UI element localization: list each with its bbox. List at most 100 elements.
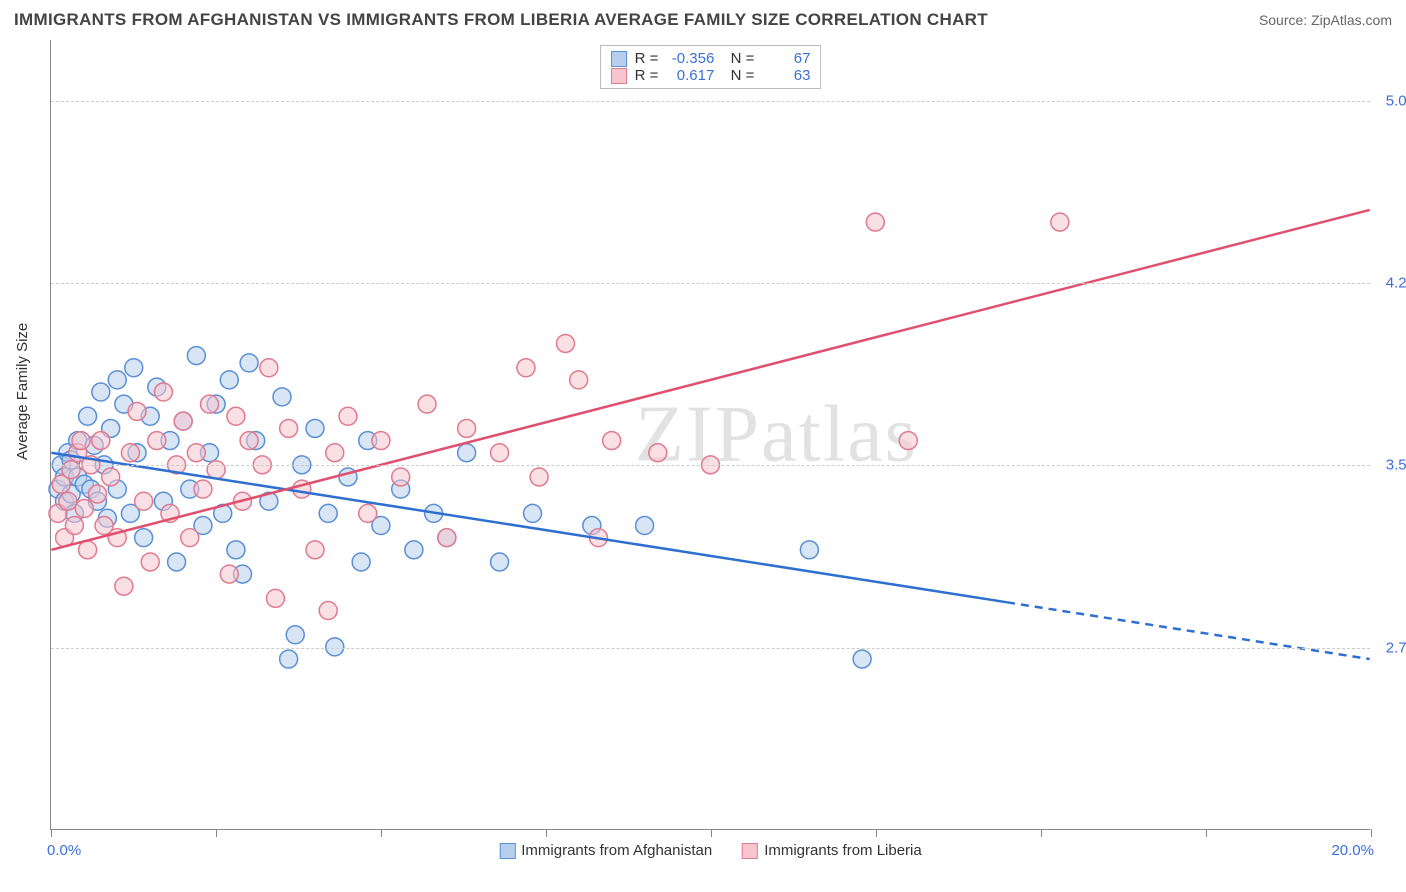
stats-row-series-a: R = -0.356 N = 67 bbox=[611, 50, 811, 67]
scatter-point bbox=[128, 402, 146, 420]
x-axis-min-label: 0.0% bbox=[47, 842, 81, 859]
scatter-point bbox=[194, 480, 212, 498]
x-tick bbox=[1371, 829, 1372, 837]
scatter-point bbox=[135, 492, 153, 510]
scatter-point bbox=[1051, 213, 1069, 231]
scatter-point bbox=[141, 553, 159, 571]
gridline-h bbox=[51, 648, 1370, 649]
chart-title: IMMIGRANTS FROM AFGHANISTAN VS IMMIGRANT… bbox=[14, 10, 988, 30]
chart-plot-area: ZIPatlas R = -0.356 N = 67 R = 0.617 N =… bbox=[50, 40, 1370, 830]
scatter-point bbox=[115, 577, 133, 595]
legend-label-a: Immigrants from Afghanistan bbox=[521, 842, 712, 859]
scatter-point bbox=[491, 553, 509, 571]
y-axis-label: Average Family Size bbox=[14, 323, 31, 460]
scatter-point bbox=[339, 407, 357, 425]
scatter-point bbox=[306, 541, 324, 559]
scatter-point bbox=[603, 432, 621, 450]
scatter-point bbox=[286, 626, 304, 644]
scatter-point bbox=[458, 444, 476, 462]
scatter-point bbox=[187, 347, 205, 365]
scatter-point bbox=[168, 553, 186, 571]
x-axis-max-label: 20.0% bbox=[1331, 842, 1374, 859]
x-tick bbox=[51, 829, 52, 837]
x-tick bbox=[1041, 829, 1042, 837]
scatter-point bbox=[79, 407, 97, 425]
x-tick bbox=[1206, 829, 1207, 837]
scatter-point bbox=[92, 432, 110, 450]
scatter-point bbox=[319, 602, 337, 620]
x-tick bbox=[381, 829, 382, 837]
scatter-point bbox=[207, 461, 225, 479]
swatch-series-b bbox=[611, 68, 627, 84]
page-header: IMMIGRANTS FROM AFGHANISTAN VS IMMIGRANT… bbox=[14, 10, 1392, 30]
scatter-point bbox=[418, 395, 436, 413]
scatter-point bbox=[240, 432, 258, 450]
scatter-point bbox=[306, 419, 324, 437]
scatter-point bbox=[280, 650, 298, 668]
scatter-point bbox=[121, 444, 139, 462]
scatter-point bbox=[125, 359, 143, 377]
regression-line-dashed bbox=[1007, 602, 1370, 659]
scatter-point bbox=[517, 359, 535, 377]
scatter-point bbox=[72, 432, 90, 450]
y-tick-label: 3.50 bbox=[1386, 457, 1406, 474]
scatter-point bbox=[524, 504, 542, 522]
scatter-point bbox=[75, 500, 93, 518]
n-value-a: 67 bbox=[762, 50, 810, 67]
source-attribution: Source: ZipAtlas.com bbox=[1259, 12, 1392, 28]
scatter-point bbox=[187, 444, 205, 462]
gridline-h bbox=[51, 101, 1370, 102]
series-legend: Immigrants from Afghanistan Immigrants f… bbox=[499, 842, 921, 859]
scatter-point bbox=[181, 529, 199, 547]
scatter-point bbox=[392, 468, 410, 486]
x-tick bbox=[216, 829, 217, 837]
scatter-point bbox=[372, 432, 390, 450]
scatter-point bbox=[866, 213, 884, 231]
scatter-point bbox=[649, 444, 667, 462]
stats-row-series-b: R = 0.617 N = 63 bbox=[611, 67, 811, 84]
scatter-point bbox=[458, 419, 476, 437]
x-tick bbox=[546, 829, 547, 837]
scatter-point bbox=[280, 419, 298, 437]
scatter-point bbox=[853, 650, 871, 668]
scatter-point bbox=[174, 412, 192, 430]
gridline-h bbox=[51, 283, 1370, 284]
scatter-point bbox=[62, 461, 80, 479]
scatter-point bbox=[405, 541, 423, 559]
scatter-point bbox=[260, 359, 278, 377]
scatter-point bbox=[352, 553, 370, 571]
legend-swatch-a bbox=[499, 843, 515, 859]
scatter-point bbox=[108, 371, 126, 389]
scatter-point bbox=[636, 517, 654, 535]
legend-label-b: Immigrants from Liberia bbox=[764, 842, 922, 859]
scatter-point bbox=[326, 444, 344, 462]
scatter-point bbox=[59, 492, 77, 510]
x-tick bbox=[876, 829, 877, 837]
n-value-b: 63 bbox=[762, 67, 810, 84]
scatter-point bbox=[266, 589, 284, 607]
scatter-point bbox=[800, 541, 818, 559]
scatter-point bbox=[240, 354, 258, 372]
scatter-point bbox=[65, 517, 83, 535]
legend-item-b: Immigrants from Liberia bbox=[742, 842, 922, 859]
y-tick-label: 2.75 bbox=[1386, 639, 1406, 656]
scatter-point bbox=[79, 541, 97, 559]
legend-item-a: Immigrants from Afghanistan bbox=[499, 842, 712, 859]
scatter-point bbox=[88, 485, 106, 503]
swatch-series-a bbox=[611, 51, 627, 67]
scatter-plot-svg bbox=[51, 40, 1370, 829]
scatter-point bbox=[227, 541, 245, 559]
r-value-a: -0.356 bbox=[666, 50, 714, 67]
scatter-point bbox=[359, 504, 377, 522]
y-tick-label: 4.25 bbox=[1386, 275, 1406, 292]
y-tick-label: 5.00 bbox=[1386, 92, 1406, 109]
scatter-point bbox=[227, 407, 245, 425]
scatter-point bbox=[899, 432, 917, 450]
scatter-point bbox=[570, 371, 588, 389]
scatter-point bbox=[530, 468, 548, 486]
scatter-point bbox=[220, 565, 238, 583]
legend-swatch-b bbox=[742, 843, 758, 859]
scatter-point bbox=[148, 432, 166, 450]
regression-line-solid bbox=[51, 210, 1369, 550]
stats-legend-box: R = -0.356 N = 67 R = 0.617 N = 63 bbox=[600, 45, 822, 89]
